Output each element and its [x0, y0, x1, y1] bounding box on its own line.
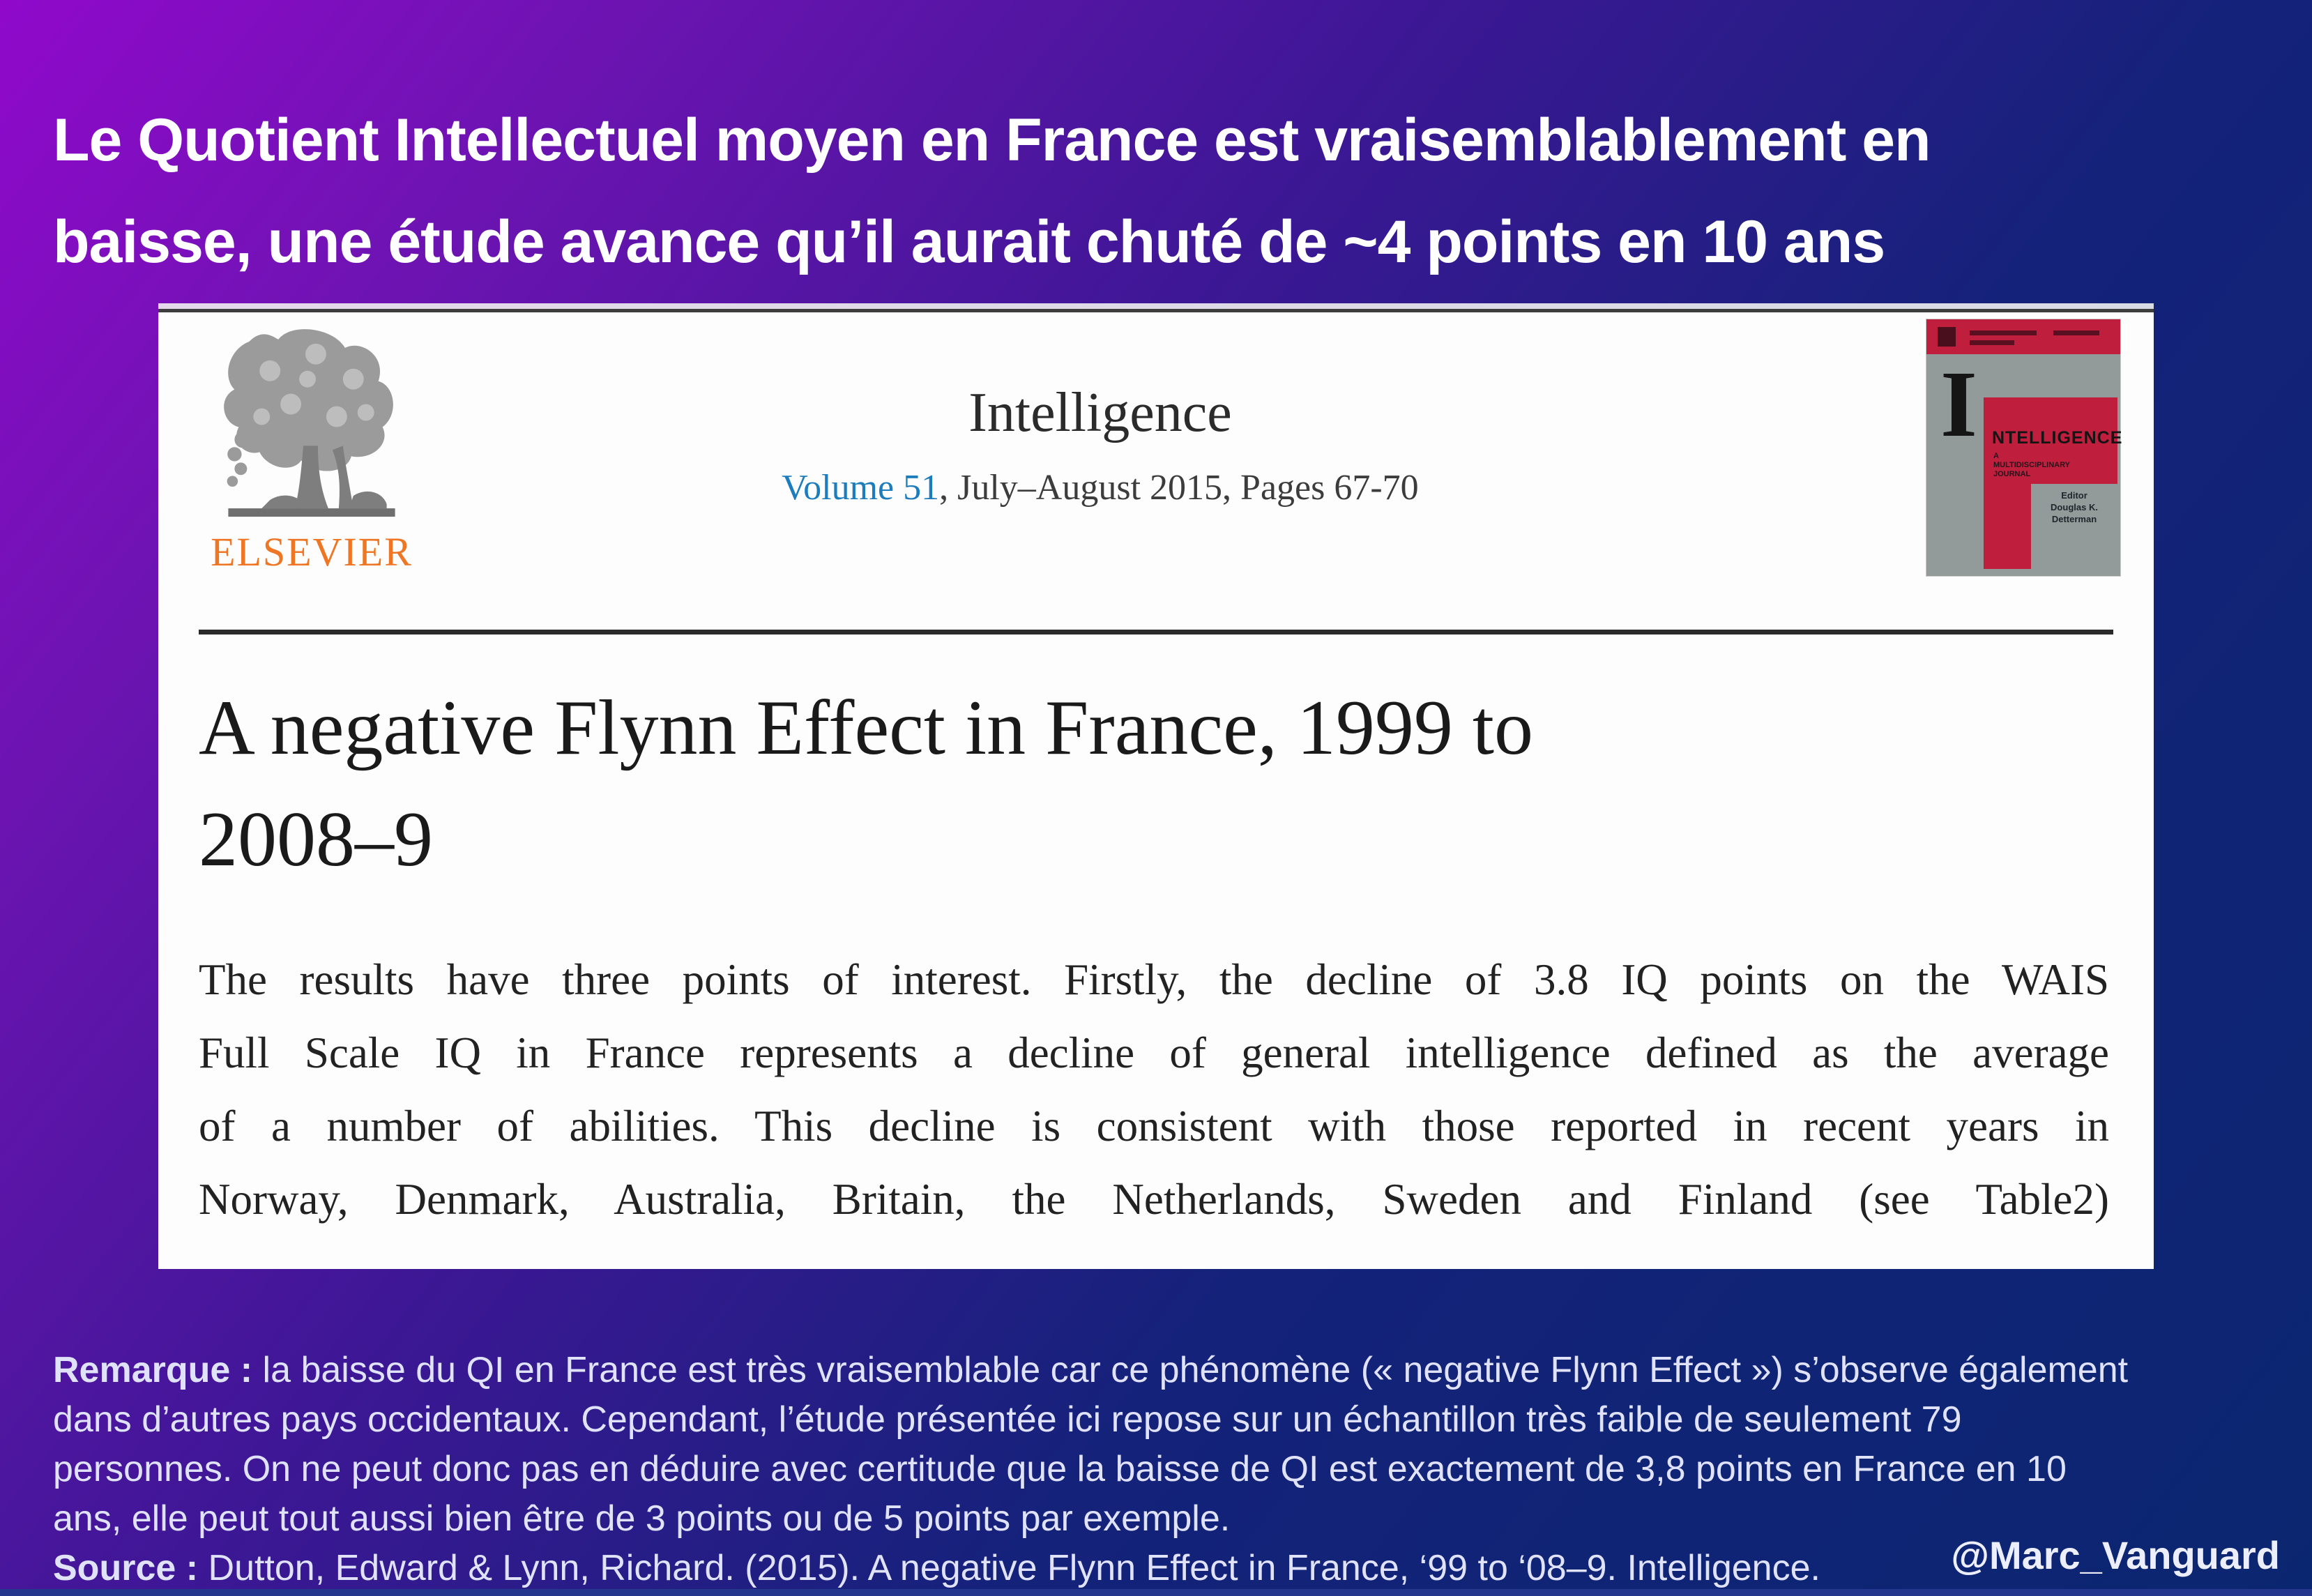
cover-subtitle: A MULTIDISCIPLINARY JOURNAL	[1993, 452, 2070, 478]
journal-title: Intelligence	[968, 382, 1232, 443]
cover-band-text-placeholder	[1970, 340, 2014, 345]
cover-masthead: NTELLIGENCE	[1992, 428, 2123, 448]
remark-label: Remarque :	[53, 1350, 253, 1390]
headline: Le Quotient Intellectuel moyen en France…	[53, 89, 1931, 293]
elsevier-tree-icon	[224, 329, 395, 517]
bottom-edge-strip	[0, 1589, 2312, 1596]
article-screenshot-card: ELSEVIER Intelligence Volume 51, July–Au…	[158, 309, 2154, 1269]
abstract-line: of a number of abilities. This decline i…	[199, 1102, 2109, 1150]
cover-red-box: NTELLIGENCE A MULTIDISCIPLINARY JOURNAL	[1984, 397, 2122, 484]
headline-line-2: baisse, une étude avance qu’il aurait ch…	[53, 208, 1885, 275]
cover-band-text-placeholder	[1970, 330, 2037, 335]
remark-line-1: Remarque : la baisse du QI en France est…	[53, 1350, 2129, 1390]
commentary-block: Remarque : la baisse du QI en France est…	[53, 1346, 2284, 1593]
journal-header: Intelligence Volume 51, July–August 2015…	[437, 382, 1763, 508]
abstract-line: The results have three points of interes…	[199, 955, 2109, 1004]
article-title-line-2: 2008–9	[199, 796, 433, 883]
headline-line-1: Le Quotient Intellectuel moyen en France…	[53, 107, 1931, 174]
source-label: Source :	[53, 1548, 199, 1588]
source-line: Source : Dutton, Edward & Lynn, Richard.…	[53, 1548, 1820, 1588]
article-title: A negative Flynn Effect in France, 1999 …	[199, 672, 1533, 895]
volume-link[interactable]: Volume 51	[782, 468, 940, 508]
cover-editor-text: Editor Douglas K. Detterman	[2051, 490, 2098, 524]
article-title-line-1: A negative Flynn Effect in France, 1999 …	[199, 685, 1533, 771]
header-divider-rule	[199, 630, 2113, 634]
elsevier-logo: ELSEVIER	[193, 325, 430, 575]
cover-band-text-placeholder	[2053, 330, 2099, 335]
cover-publisher-mark-icon	[1938, 327, 1956, 347]
elsevier-wordmark: ELSEVIER	[211, 529, 413, 575]
abstract-excerpt: The results have three points of interes…	[199, 943, 2109, 1236]
remark-line-2: dans d’autres pays occidentaux. Cependan…	[53, 1399, 1962, 1440]
remark-line-3: personnes. On ne peut donc pas en déduir…	[53, 1449, 2067, 1489]
author-handle: @Marc_Vanguard	[1951, 1533, 2280, 1577]
journal-cover-thumbnail: I NTELLIGENCE A MULTIDISCIPLINARY JOURNA…	[1926, 319, 2122, 576]
cover-initial-I: I	[1940, 352, 1977, 457]
cover-top-band	[1926, 319, 2120, 354]
remark-line-4: ans, elle peut tout aussi bien être de 3…	[53, 1498, 1231, 1539]
issue-rest: , July–August 2015, Pages 67-70	[939, 468, 1419, 508]
abstract-line: Full Scale IQ in France represents a dec…	[199, 1028, 2109, 1077]
issue-line: Volume 51, July–August 2015, Pages 67-70	[437, 467, 1763, 508]
abstract-line: Norway, Denmark, Australia, Britain, the…	[199, 1175, 2109, 1224]
